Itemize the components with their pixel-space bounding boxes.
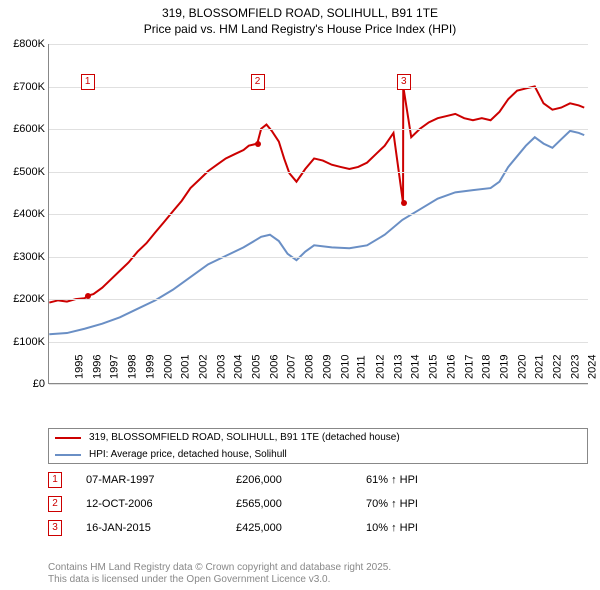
transaction-hpi: 10% ↑ HPI <box>366 522 418 534</box>
series-line-hpi <box>49 131 584 334</box>
legend-swatch <box>55 437 81 439</box>
transaction-price: £425,000 <box>236 522 366 534</box>
x-axis-label: 2000 <box>162 355 174 379</box>
x-axis-label: 2005 <box>251 355 263 379</box>
legend-item: HPI: Average price, detached house, Soli… <box>49 446 587 463</box>
chart-legend: 319, BLOSSOMFIELD ROAD, SOLIHULL, B91 1T… <box>48 428 588 464</box>
transaction-hpi: 61% ↑ HPI <box>366 474 418 486</box>
y-axis-label: £400K <box>1 208 45 220</box>
x-axis-label: 2009 <box>321 355 333 379</box>
x-axis-label: 2013 <box>392 355 404 379</box>
gridline <box>49 44 588 45</box>
transaction-dot <box>85 293 91 299</box>
x-axis-label: 1997 <box>109 355 121 379</box>
series-line-property <box>49 86 584 302</box>
transaction-marker: 2 <box>251 74 265 90</box>
gridline <box>49 342 588 343</box>
gridline <box>49 214 588 215</box>
legend-label: 319, BLOSSOMFIELD ROAD, SOLIHULL, B91 1T… <box>89 432 400 443</box>
footer-line-2: This data is licensed under the Open Gov… <box>48 574 588 586</box>
legend-label: HPI: Average price, detached house, Soli… <box>89 449 287 460</box>
y-axis-label: £800K <box>1 38 45 50</box>
legend-item: 319, BLOSSOMFIELD ROAD, SOLIHULL, B91 1T… <box>49 429 587 446</box>
transaction-price: £206,000 <box>236 474 366 486</box>
x-axis-label: 2022 <box>552 355 564 379</box>
x-axis-label: 2018 <box>481 355 493 379</box>
gridline <box>49 172 588 173</box>
transaction-marker: 3 <box>48 520 62 536</box>
x-axis-label: 2012 <box>374 355 386 379</box>
transaction-marker: 3 <box>397 74 411 90</box>
transaction-marker: 1 <box>48 472 62 488</box>
x-axis-label: 2017 <box>463 355 475 379</box>
x-axis-label: 2011 <box>356 355 368 379</box>
gridline <box>49 299 588 300</box>
x-axis-label: 2015 <box>428 355 440 379</box>
y-axis-label: £500K <box>1 166 45 178</box>
chart-title: 319, BLOSSOMFIELD ROAD, SOLIHULL, B91 1T… <box>0 0 600 37</box>
transaction-hpi: 70% ↑ HPI <box>366 498 418 510</box>
x-axis-label: 1998 <box>127 355 139 379</box>
x-axis-label: 1995 <box>73 355 85 379</box>
x-axis-label: 2023 <box>569 355 581 379</box>
x-axis-label: 2006 <box>268 355 280 379</box>
y-axis-label: £700K <box>1 81 45 93</box>
transaction-row: 1 07-MAR-1997£206,00061% ↑ HPI <box>48 468 588 492</box>
x-axis-label: 2016 <box>445 355 457 379</box>
transactions-table: 1 07-MAR-1997£206,00061% ↑ HPI 2 12-OCT-200… <box>48 468 588 540</box>
transaction-row: 2 12-OCT-2006£565,00070% ↑ HPI <box>48 492 588 516</box>
x-axis-label: 2010 <box>339 355 351 379</box>
transaction-price: £565,000 <box>236 498 366 510</box>
transaction-marker: 2 <box>48 496 62 512</box>
transaction-dot <box>255 141 261 147</box>
chart-plot-area: £0£100K£200K£300K£400K£500K£600K£700K£80… <box>48 44 588 384</box>
x-axis-label: 2003 <box>215 355 227 379</box>
transaction-date: 16-JAN-2015 <box>86 522 236 534</box>
x-axis-label: 2014 <box>410 355 422 379</box>
x-axis-label: 1996 <box>91 355 103 379</box>
x-axis-label: 2019 <box>498 355 510 379</box>
y-axis-label: £600K <box>1 123 45 135</box>
gridline <box>49 384 588 385</box>
x-axis-label: 2021 <box>534 355 546 379</box>
x-axis-label: 2004 <box>233 355 245 379</box>
x-axis-label: 2002 <box>197 355 209 379</box>
transaction-dot <box>401 200 407 206</box>
x-axis-label: 2008 <box>304 355 316 379</box>
y-axis-label: £100K <box>1 336 45 348</box>
x-axis-label: 1999 <box>144 355 156 379</box>
x-axis-label: 2024 <box>587 355 599 379</box>
gridline <box>49 129 588 130</box>
gridline <box>49 87 588 88</box>
transaction-date: 07-MAR-1997 <box>86 474 236 486</box>
x-axis-label: 2007 <box>286 355 298 379</box>
y-axis-label: £200K <box>1 293 45 305</box>
transaction-row: 3 16-JAN-2015£425,00010% ↑ HPI <box>48 516 588 540</box>
x-axis-label: 2020 <box>516 355 528 379</box>
x-axis-label: 2001 <box>180 355 192 379</box>
title-line-1: 319, BLOSSOMFIELD ROAD, SOLIHULL, B91 1T… <box>0 6 600 22</box>
gridline <box>49 257 588 258</box>
footer-attribution: Contains HM Land Registry data © Crown c… <box>48 562 588 586</box>
y-axis-label: £300K <box>1 251 45 263</box>
legend-swatch <box>55 454 81 456</box>
y-axis-label: £0 <box>1 378 45 390</box>
transaction-marker: 1 <box>81 74 95 90</box>
footer-line-1: Contains HM Land Registry data © Crown c… <box>48 562 588 574</box>
transaction-date: 12-OCT-2006 <box>86 498 236 510</box>
title-line-2: Price paid vs. HM Land Registry's House … <box>0 22 600 38</box>
